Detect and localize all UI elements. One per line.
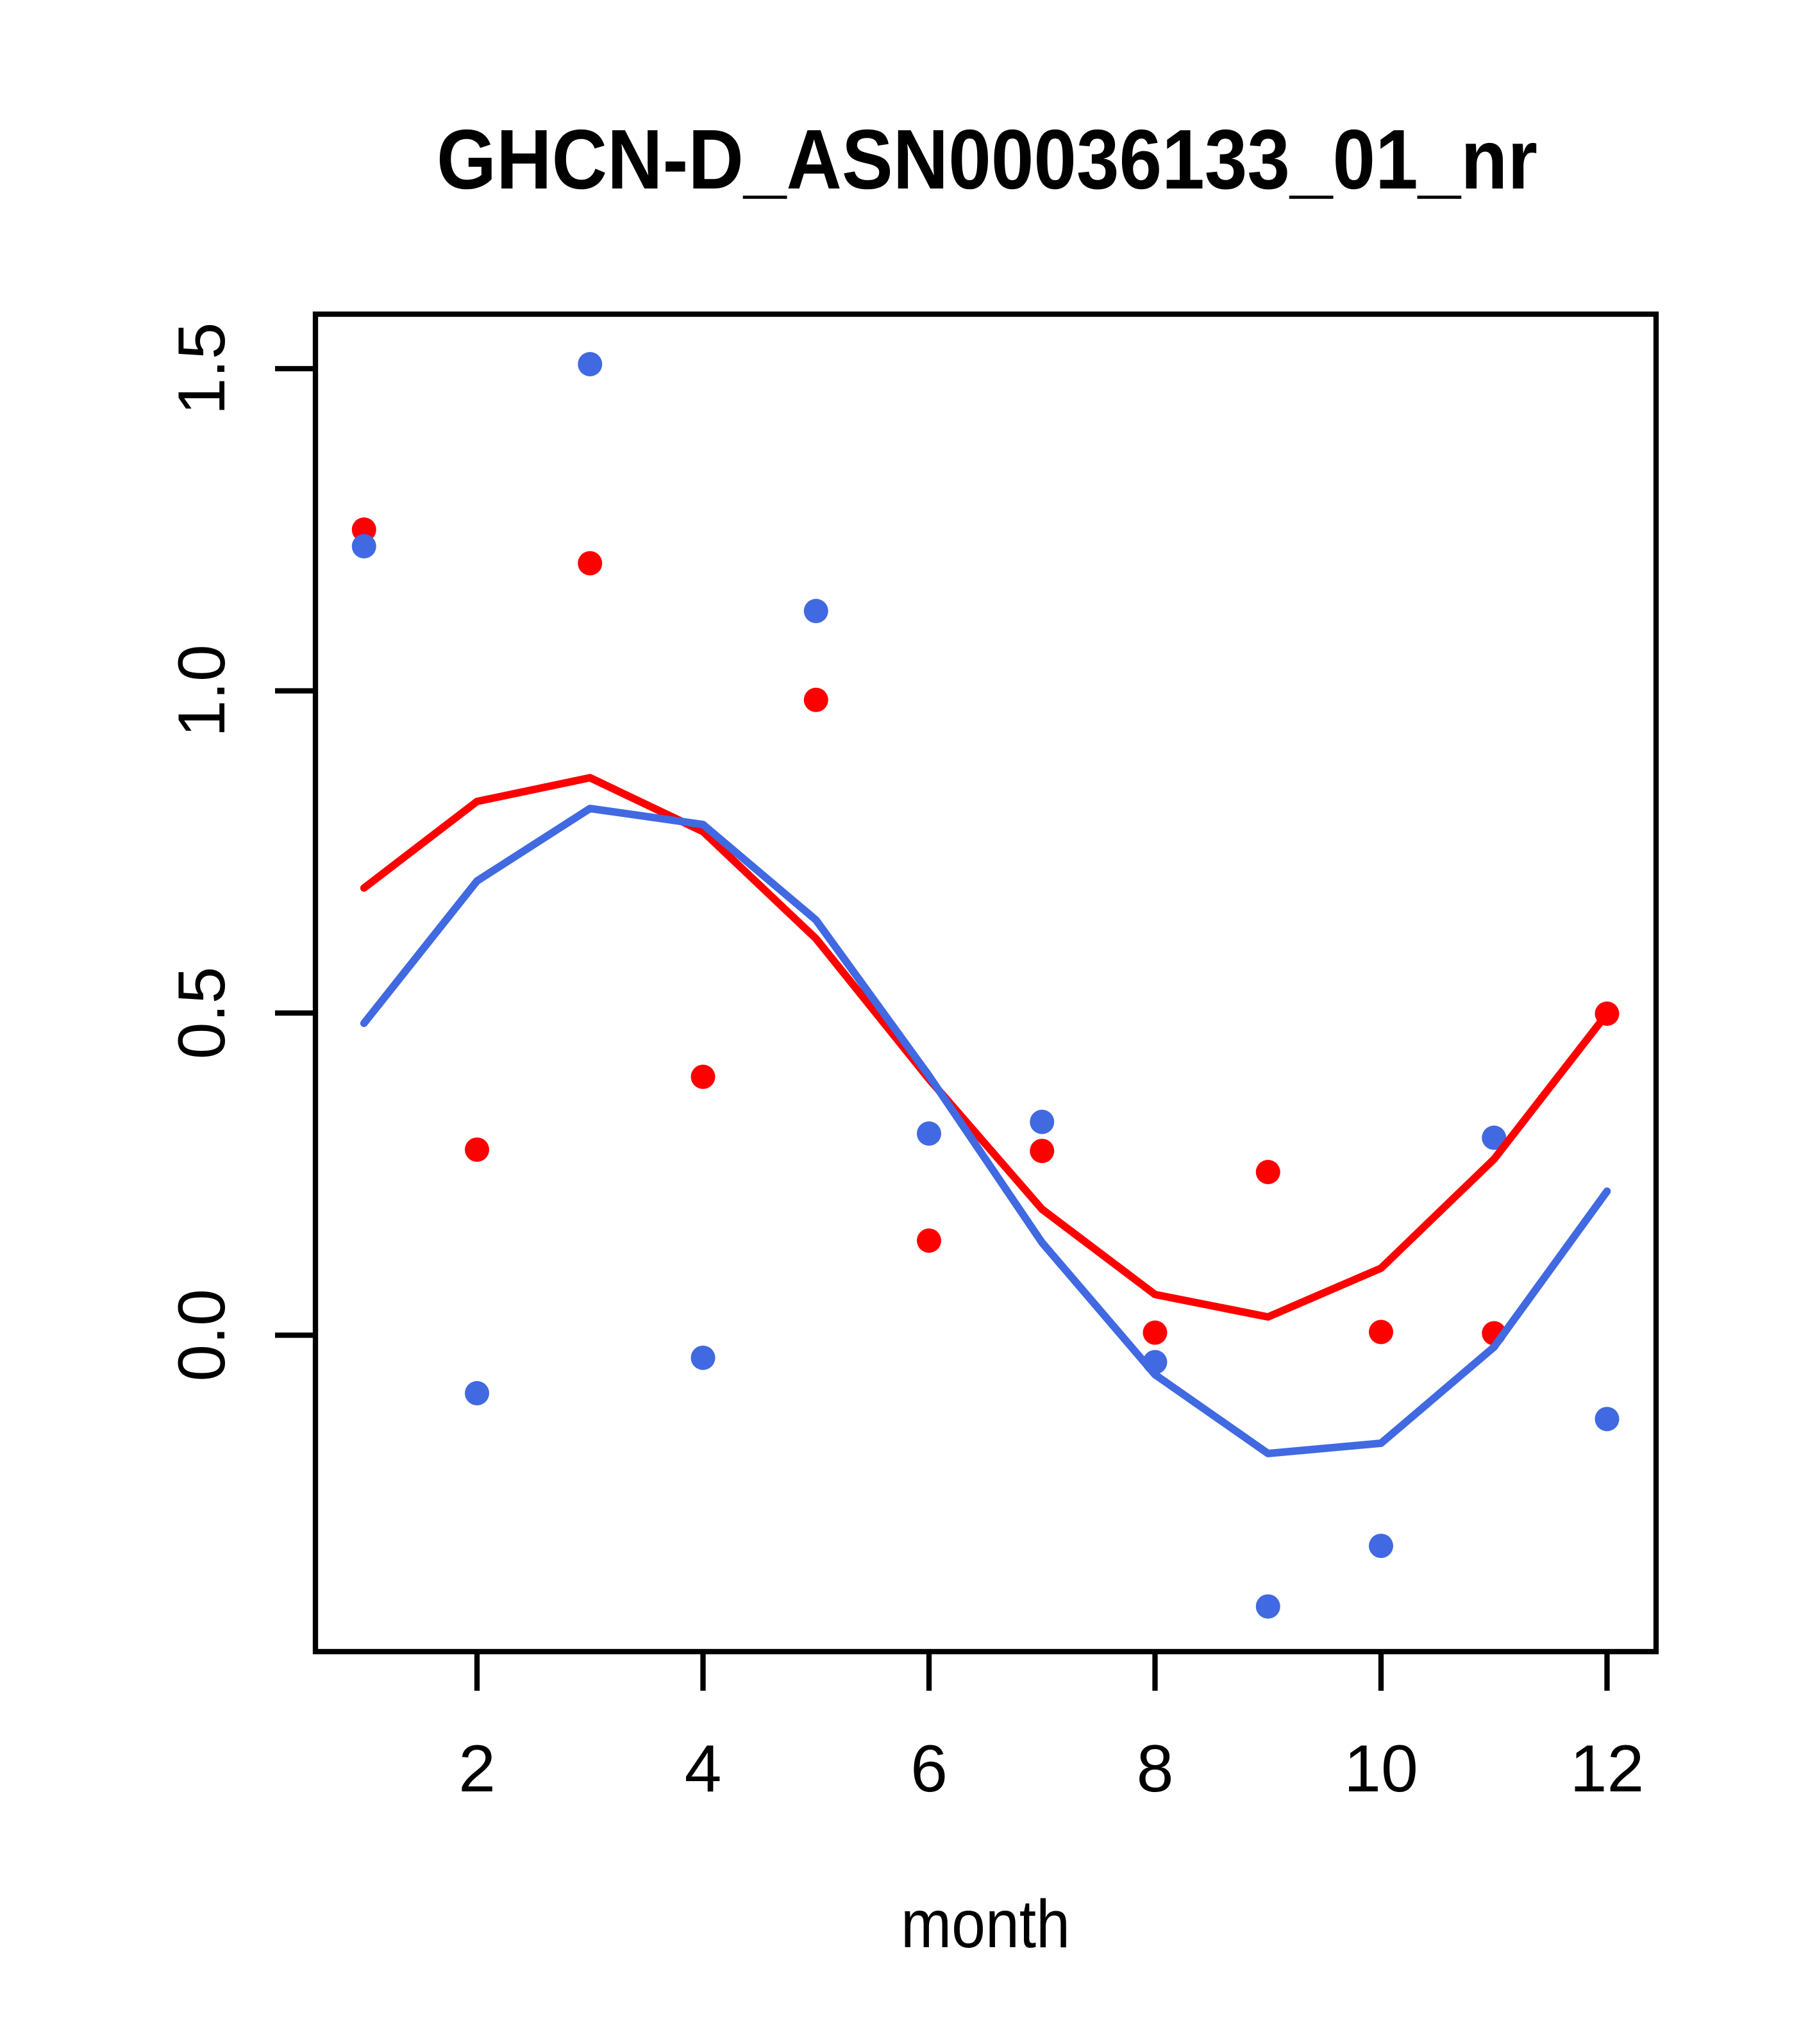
svg-text:2: 2 — [458, 1732, 496, 1806]
svg-text:6: 6 — [910, 1732, 948, 1806]
svg-text:8: 8 — [1137, 1732, 1174, 1806]
svg-text:0.5: 0.5 — [165, 967, 239, 1060]
svg-text:1.0: 1.0 — [165, 644, 239, 737]
svg-text:month: month — [901, 1886, 1070, 1962]
svg-text:4: 4 — [685, 1732, 722, 1806]
svg-text:1.5: 1.5 — [165, 323, 239, 415]
svg-text:GHCN-D_ASN00036133_01_nr: GHCN-D_ASN00036133_01_nr — [437, 112, 1537, 206]
svg-text:10: 10 — [1344, 1732, 1418, 1806]
svg-text:0.0: 0.0 — [165, 1289, 239, 1382]
svg-text:12: 12 — [1570, 1732, 1645, 1806]
